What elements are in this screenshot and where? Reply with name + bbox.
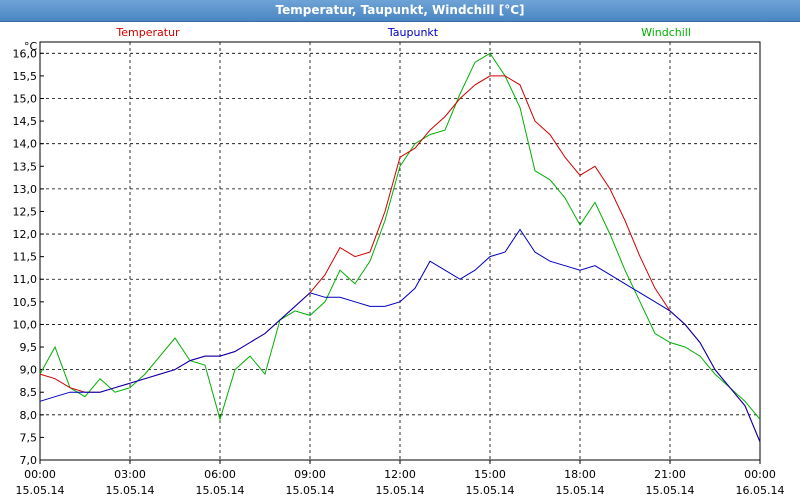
y-tick-label: 8,0 (20, 409, 38, 422)
y-tick-label: 12,0 (13, 228, 38, 241)
x-tick-date: 15.05.14 (16, 484, 65, 497)
x-tick-time: 00:00 (744, 468, 776, 481)
x-tick-time: 21:00 (654, 468, 686, 481)
y-tick-label: 12,5 (13, 205, 38, 218)
y-axis-unit: °C (24, 40, 38, 53)
y-tick-label: 13,5 (13, 160, 38, 173)
y-tick-label: 14,5 (13, 115, 38, 128)
y-tick-label: 15,5 (13, 70, 38, 83)
y-tick-label: 9,5 (20, 341, 38, 354)
y-tick-label: 11,0 (13, 273, 38, 286)
y-tick-label: 10,0 (13, 318, 38, 331)
x-tick-date: 15.05.14 (376, 484, 425, 497)
x-tick-time: 15:00 (474, 468, 506, 481)
y-tick-label: 10,5 (13, 296, 38, 309)
x-tick-time: 06:00 (204, 468, 236, 481)
legend-windchill: Windchill (641, 26, 691, 39)
y-axis-ticks: 16,0 15,5 15,0 14,5 14,0 13,5 13,0 12,5 12,0 11,5… (13, 47, 44, 467)
grid (40, 42, 760, 460)
x-tick-time: 18:00 (564, 468, 596, 481)
x-tick-date: 15.05.14 (556, 484, 605, 497)
series-line-taupunkt (39, 228, 761, 443)
x-tick-time: 03:00 (114, 468, 146, 481)
x-axis-ticks: 00:00 15.05.14 03:00 15.05.14 06:00 15.05.14 0… (16, 460, 785, 497)
y-tick-label: 15,0 (13, 92, 38, 105)
x-tick-time: 00:00 (24, 468, 56, 481)
x-tick-date: 15.05.14 (196, 484, 245, 497)
legend: Temperatur Taupunkt Windchill (115, 26, 691, 39)
y-tick-label: 14,0 (13, 138, 38, 151)
legend-temperatur: Temperatur (115, 26, 180, 39)
legend-taupunkt: Taupunkt (387, 26, 439, 39)
x-tick-time: 09:00 (294, 468, 326, 481)
y-tick-label: 16,0 (13, 47, 38, 60)
x-tick-date: 15.05.14 (286, 484, 335, 497)
y-tick-label: 7,0 (20, 454, 38, 467)
y-tick-label: 8,5 (20, 386, 38, 399)
x-tick-date: 16.05.14 (736, 484, 785, 497)
y-tick-label: 7,5 (20, 431, 38, 444)
x-tick-date: 15.05.14 (646, 484, 695, 497)
x-tick-date: 15.05.14 (466, 484, 515, 497)
series-lines (39, 52, 761, 443)
x-tick-time: 12:00 (384, 468, 416, 481)
y-tick-label: 11,5 (13, 251, 38, 264)
y-tick-label: 9,0 (20, 364, 38, 377)
x-tick-date: 15.05.14 (106, 484, 155, 497)
series-line-windchill (39, 52, 761, 422)
window-title: Temperatur, Taupunkt, Windchill [°C] (0, 0, 800, 22)
y-tick-label: 13,0 (13, 183, 38, 196)
